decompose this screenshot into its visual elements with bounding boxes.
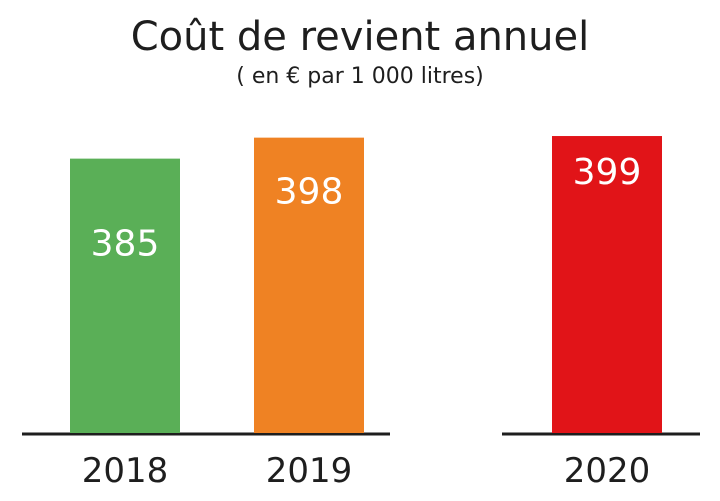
category-label-2018: 2018 [82, 451, 169, 491]
category-label-2019: 2019 [266, 451, 353, 491]
value-label-2019: 398 [275, 172, 344, 213]
chart-title: Coût de revient annuel [131, 14, 589, 60]
chart-subtitle: ( en € par 1 000 litres) [236, 64, 484, 89]
bar-2020 [552, 136, 662, 433]
bar-2018 [70, 158, 180, 433]
category-label-2020: 2020 [564, 451, 651, 491]
value-label-2020: 399 [573, 152, 642, 193]
bar-2019 [254, 137, 364, 433]
value-label-2018: 385 [91, 224, 160, 265]
